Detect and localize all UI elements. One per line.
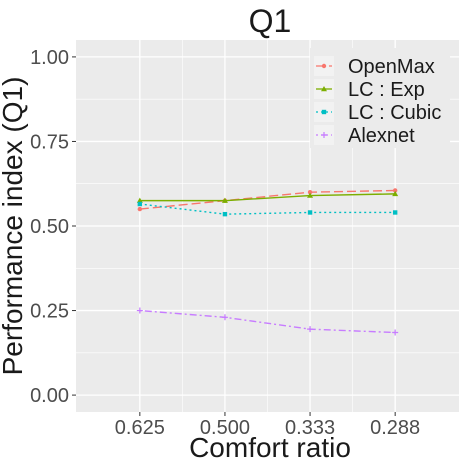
legend-key-marker <box>321 132 327 138</box>
legend-item-lc-cubic: LC : Cubic <box>314 102 441 124</box>
legend-label: LC : Exp <box>348 79 425 101</box>
series-layer <box>136 188 399 336</box>
data-point-alexnet <box>307 326 314 333</box>
data-point-lc-cubic <box>222 211 228 217</box>
legend-key-marker <box>321 63 327 69</box>
x-axis-label: Comfort ratio <box>189 432 351 462</box>
legend-key-marker <box>321 109 327 115</box>
y-axis-ticks: 0.00 0.25 0.50 0.75 1.00 <box>30 47 76 407</box>
legend-label: LC : Cubic <box>348 102 441 124</box>
y-tick-label: 1.00 <box>30 47 69 69</box>
data-point-alexnet <box>221 314 228 321</box>
x-tick-label: 0.500 <box>200 417 250 439</box>
data-point-lc-exp <box>221 197 228 203</box>
data-point-lc-cubic <box>307 210 313 215</box>
data-point-alexnet <box>136 307 143 314</box>
legend-item-alexnet: Alexnet <box>314 125 415 147</box>
x-axis-ticks: 0.625 0.500 0.333 0.288 <box>115 412 420 439</box>
x-tick-label: 0.625 <box>115 417 165 439</box>
data-point-lc-exp <box>307 192 314 198</box>
series-line-lc-exp <box>139 193 396 202</box>
data-point-openmax <box>392 188 398 193</box>
data-point-openmax <box>137 206 143 212</box>
series-alexnet <box>136 307 399 336</box>
data-point-alexnet <box>392 329 399 336</box>
series-line-openmax <box>139 189 396 210</box>
y-axis-label: Performance index (Q1) <box>0 77 28 376</box>
x-tick-label: 0.333 <box>285 417 335 439</box>
legend-label: Alexnet <box>348 125 415 147</box>
series-openmax <box>137 188 398 212</box>
legend-label: OpenMax <box>348 56 435 78</box>
y-tick-label: 0.25 <box>30 301 69 323</box>
data-point-lc-exp <box>392 190 399 197</box>
x-tick-label: 0.288 <box>370 417 420 439</box>
series-lc-cubic <box>137 201 398 217</box>
y-tick-label: 0.50 <box>30 216 69 238</box>
data-point-lc-exp <box>136 197 143 203</box>
legend-item-openmax: OpenMax <box>314 56 435 78</box>
data-point-lc-cubic <box>392 210 398 215</box>
series-line-alexnet <box>139 309 396 334</box>
y-tick-label: 0.75 <box>30 131 69 153</box>
legend-key-marker <box>321 86 327 92</box>
data-point-lc-cubic <box>137 201 143 207</box>
legend-item-lc-exp: LC : Exp <box>314 79 425 101</box>
data-point-openmax <box>307 189 313 195</box>
y-tick-label: 0.00 <box>30 385 69 407</box>
chart-title: Q1 <box>249 3 292 39</box>
series-lc-exp <box>136 190 399 203</box>
